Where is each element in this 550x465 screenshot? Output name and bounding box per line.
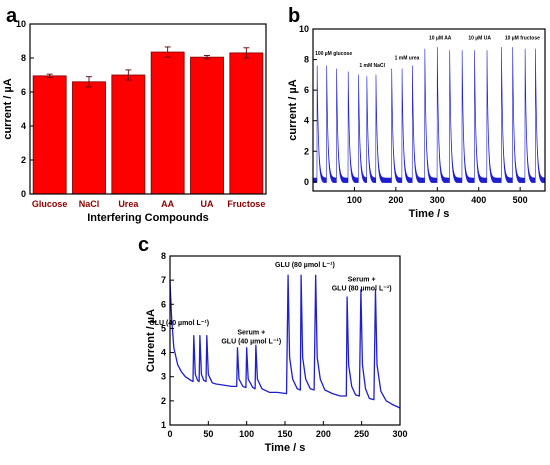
y-axis-title-b: current / µA [287,79,299,140]
y-tick-label: 6 [304,85,309,95]
annotation-b: 10 µM fructose [505,36,540,42]
x-tick-label: 50 [203,429,213,439]
x-tick-label: 250 [354,429,369,439]
y-tick-label: 8 [21,53,26,63]
error-bar-glucose [46,73,53,79]
bar-aa [150,51,185,195]
y-tick-label: 4 [304,116,309,126]
annotation-line: GLU (40 µmol L⁻¹) [221,338,281,345]
x-tick-label: 0 [167,429,172,439]
x-tick-label: 150 [277,429,292,439]
y-axis-title-a: current / µA [2,78,14,139]
category-label: NaCl [79,199,100,209]
y-tick-label: 8 [161,251,166,261]
y-tick-label: 7 [161,275,166,285]
y-tick-label: 3 [161,372,166,382]
plot-frame-b [312,28,546,192]
error-bar-nacl [86,76,92,88]
panel-a-bar-chart: Glucose NaCl Urea AA UA Fructose 0 2 4 6 8 10 Interf… [2,19,267,224]
panel-letter-a: a [6,5,18,27]
x-tick-label: 100 [239,429,254,439]
bar-fructose [229,52,264,195]
category-label: Glucose [32,199,68,209]
annotation-c: GLU (80 µmol L⁻¹) [275,262,335,269]
bar-ua [190,56,224,195]
y-tick-label: 4 [21,121,26,131]
y-tick-label: 2 [21,155,26,165]
x-tick-label: 300 [430,195,445,205]
panel-letter-c: c [138,234,149,256]
x-axis-title-b: Time / s [409,208,450,220]
y-tick-label: 10 [299,24,309,34]
category-label: UA [201,199,214,209]
x-tick-label: 200 [388,195,403,205]
category-label: Fructose [227,199,265,209]
y-tick-label: 5 [161,323,166,333]
annotation-c: GLU (40 µmol L⁻¹) [149,320,209,327]
bar-glucose [32,75,67,195]
annotation-line: Serum + [237,329,265,336]
annotation-line: GLU (40 µmol L⁻¹) [149,320,209,327]
y-tick-label: 0 [304,177,309,187]
annotation-b: 10 µM AA [429,36,452,42]
current-trace-c [169,274,401,409]
y-tick-label: 0 [21,189,26,199]
error-bar-ua [204,55,210,60]
category-label: AA [161,199,174,209]
bar-nacl [72,81,106,195]
annotation-c: Serum + GLU (80 µmol L⁻¹) [332,276,392,292]
error-bar-aa [164,46,171,58]
bar-urea [111,74,146,195]
error-bar-urea [125,69,132,81]
annotation-b: 10 µM UA [468,36,491,42]
y-tick-label: 10 [16,19,26,29]
panel-b-line-chart: 100 200 300 400 500 0 2 4 6 8 10 100 µM glucose 1 mM… [287,24,546,220]
y-tick-label: 2 [161,396,166,406]
current-trace-b [312,47,546,183]
category-label: Urea [118,199,139,209]
y-tick-label: 6 [161,299,166,309]
annotation-b: 100 µM glucose [315,51,352,57]
y-axis-title-c: Current / µA [145,309,157,372]
y-tick-label: 4 [161,348,166,358]
x-tick-label: 500 [513,195,528,205]
error-bar-fructose [243,47,250,59]
x-tick-label: 400 [471,195,486,205]
annotation-line: Serum + [348,276,376,283]
y-tick-label: 2 [304,146,309,156]
annotation-b: 1 mM urea [395,56,420,62]
panel-letter-b: b [288,5,300,27]
y-tick-label: 1 [161,420,166,430]
x-axis-title-c: Time / s [265,442,306,454]
x-axis-title-a: Interfering Compounds [87,212,209,224]
y-tick-label: 6 [21,87,26,97]
plot-frame-a [29,23,267,195]
panel-c-line-chart: 0 50 100 150 200 250 300 1 2 3 4 5 6 7 8 GLU (40 µmol L… [145,251,408,454]
annotation-c: Serum + GLU (40 µmol L⁻¹) [221,329,281,345]
x-tick-label: 100 [347,195,362,205]
x-tick-label: 300 [392,429,407,439]
annotation-line: GLU (80 µmol L⁻¹) [332,285,392,292]
x-tick-label: 200 [316,429,331,439]
annotation-b: 1 mM NaCl [359,63,385,69]
y-tick-label: 8 [304,55,309,65]
annotation-line: GLU (80 µmol L⁻¹) [275,262,335,269]
